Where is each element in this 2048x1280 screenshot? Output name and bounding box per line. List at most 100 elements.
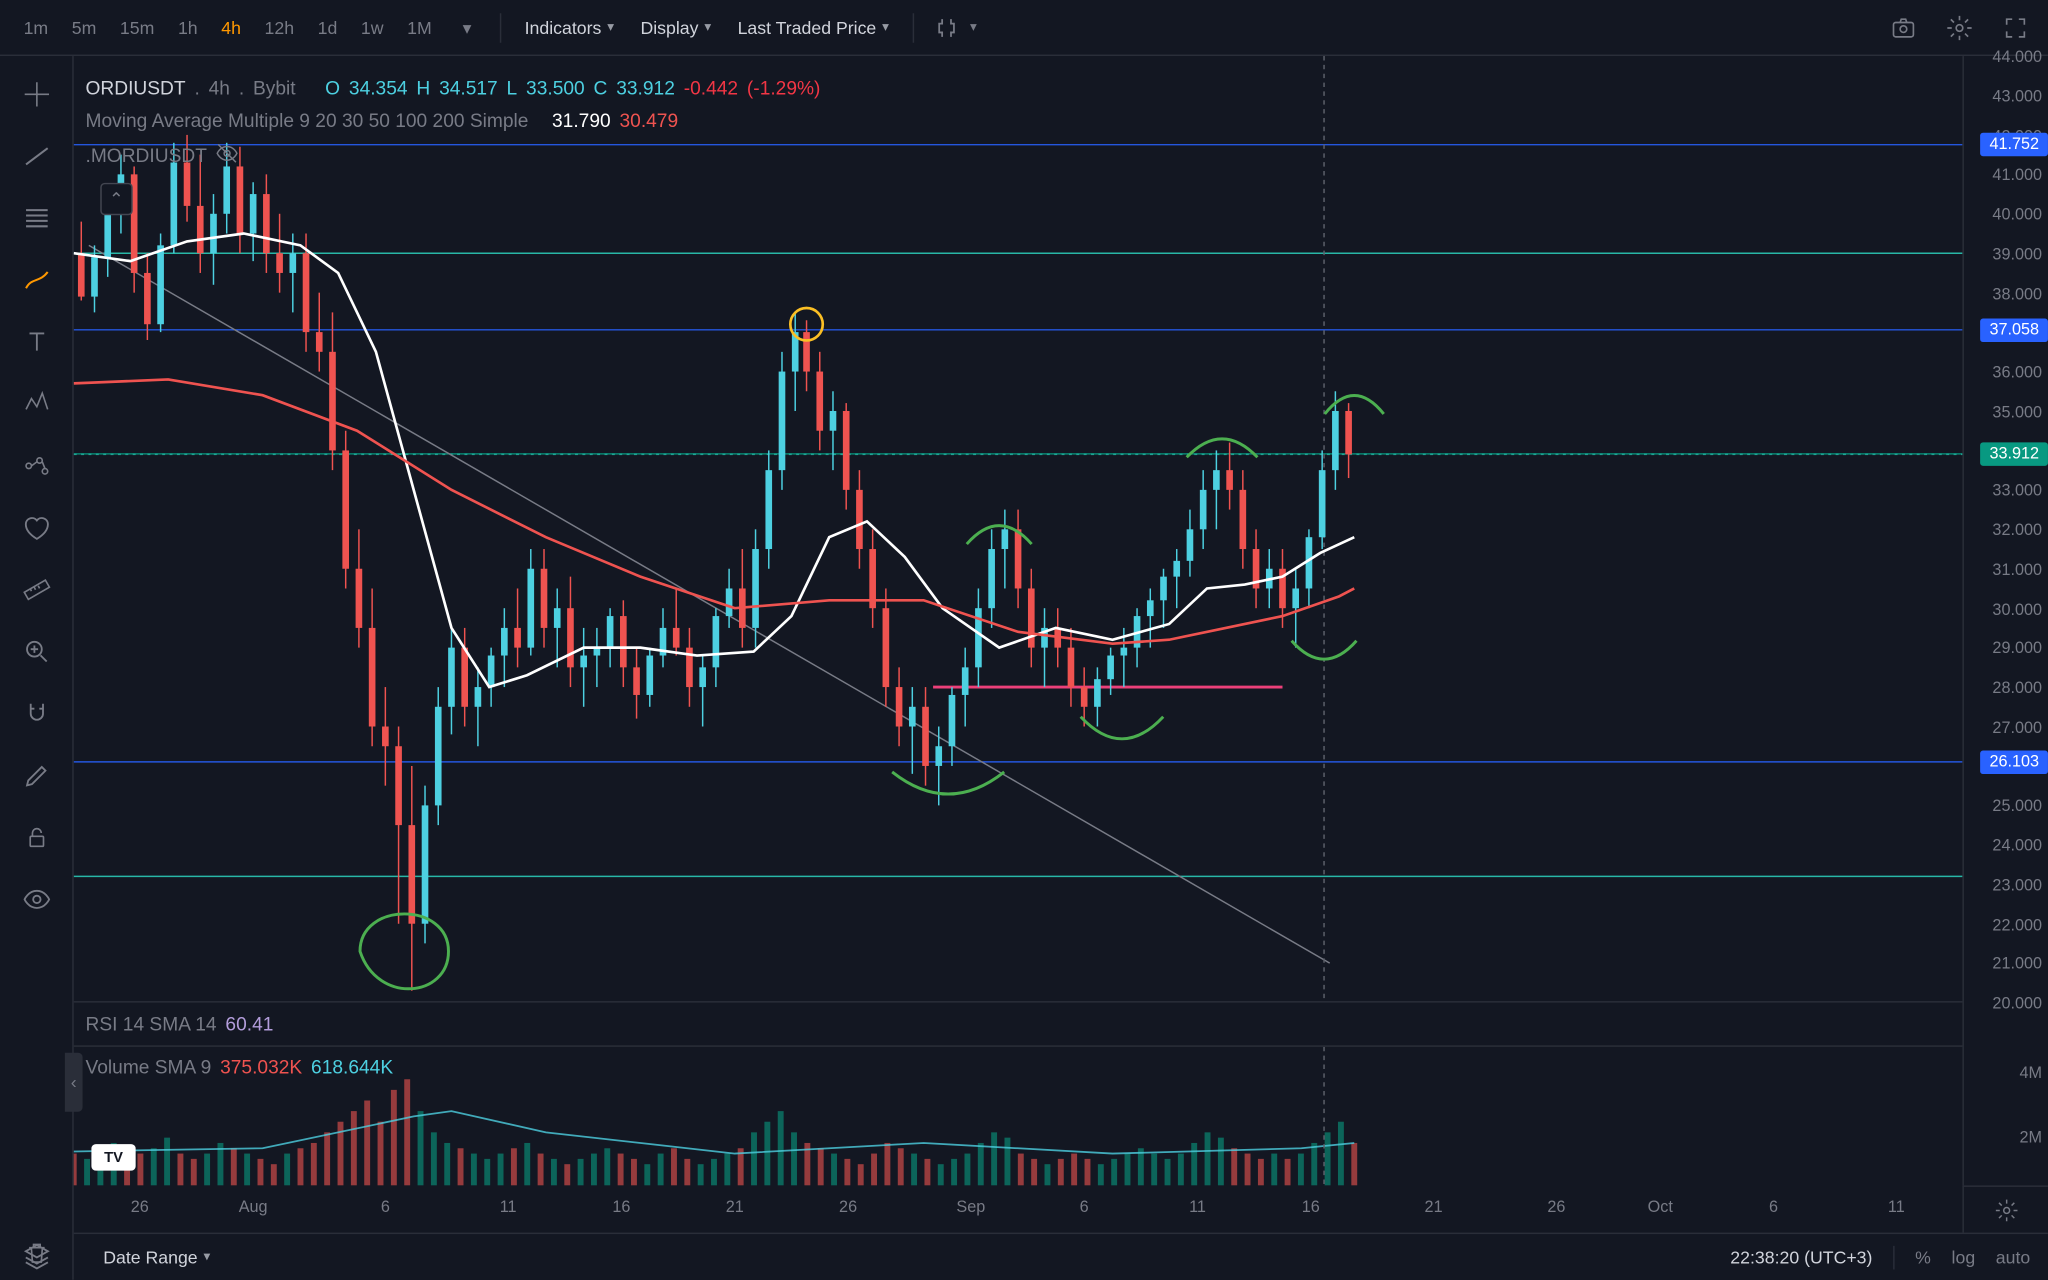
time-tick: 11: [1189, 1199, 1206, 1217]
price-tick: 35.000: [1987, 401, 2048, 425]
price-tick: 28.000: [1987, 677, 2048, 701]
pencil-tool[interactable]: [10, 749, 63, 802]
volume-tick: 2M: [2020, 1129, 2043, 1147]
date-range-dropdown[interactable]: Date Range: [91, 1238, 222, 1276]
settings-icon[interactable]: [1939, 7, 1980, 48]
ma-legend: Moving Average Multiple 9 20 30 50 100 2…: [86, 109, 679, 131]
price-tick: 33.000: [1987, 480, 2048, 504]
price-tick: 20.000: [1987, 992, 2048, 1016]
price-tick: 23.000: [1987, 874, 2048, 898]
fib-tool[interactable]: [10, 192, 63, 245]
symbol-legend: ORDIUSDT . 4h . Bybit O34.354 H34.517 L3…: [86, 77, 821, 99]
time-tick: 26: [839, 1199, 857, 1217]
layers-button[interactable]: [0, 1233, 74, 1280]
time-tick: 21: [1425, 1199, 1443, 1217]
log-button[interactable]: log: [1952, 1247, 1976, 1268]
axis-settings-button[interactable]: [1962, 1185, 2048, 1232]
favorite-tool[interactable]: [10, 501, 63, 554]
fullscreen-icon[interactable]: [1995, 7, 2036, 48]
expand-tab[interactable]: ‹: [65, 1053, 83, 1112]
price-tick: 22.000: [1987, 913, 2048, 937]
trendline-tool[interactable]: [10, 130, 63, 183]
top-toolbar: 1m5m15m1h4h12h1d1w1M ▾ Indicators Displa…: [0, 0, 2048, 56]
time-tick: Oct: [1648, 1199, 1673, 1217]
time-tick: 21: [726, 1199, 744, 1217]
camera-icon[interactable]: [1883, 7, 1924, 48]
timeframe-1w[interactable]: 1w: [349, 8, 395, 46]
ruler-tool[interactable]: [10, 563, 63, 616]
time-tick: 6: [1080, 1199, 1089, 1217]
price-tick: 40.000: [1987, 203, 2048, 227]
time-tick: 16: [612, 1199, 630, 1217]
price-tag: 37.058: [1981, 318, 2048, 342]
timeframe-15m[interactable]: 15m: [108, 8, 166, 46]
price-chart[interactable]: ORDIUSDT . 4h . Bybit O34.354 H34.517 L3…: [74, 56, 1963, 1003]
price-tick: 44.000: [1987, 46, 2048, 70]
text-tool[interactable]: [10, 316, 63, 369]
left-toolbar: [0, 56, 74, 1280]
price-tick: 25.000: [1987, 795, 2048, 819]
time-tick: Sep: [956, 1199, 985, 1217]
time-tick: 26: [1547, 1199, 1565, 1217]
time-tick: 6: [381, 1199, 390, 1217]
compare-legend: .MORDIUSDT: [86, 142, 240, 170]
separator: [500, 13, 501, 42]
rsi-panel[interactable]: RSI 14 SMA 14 60.41: [74, 1003, 1963, 1047]
symbol-label: ORDIUSDT: [86, 77, 186, 99]
rsi-legend: RSI 14 SMA 14 60.41: [86, 1013, 274, 1035]
time-tick: 6: [1769, 1199, 1778, 1217]
eye-tool[interactable]: [10, 873, 63, 926]
bottom-bar: Date Range 22:38:20 (UTC+3) % log auto: [74, 1233, 2048, 1280]
price-tick: 21.000: [1987, 953, 2048, 977]
auto-button[interactable]: auto: [1996, 1247, 2030, 1268]
time-tick: 16: [1302, 1199, 1320, 1217]
price-tick: 39.000: [1987, 243, 2048, 267]
timeframe-12h[interactable]: 12h: [253, 8, 306, 46]
volume-legend: Volume SMA 9 375.032K 618.644K: [86, 1056, 394, 1078]
price-tick: 31.000: [1987, 558, 2048, 582]
price-tick: 29.000: [1987, 637, 2048, 661]
time-tick: 11: [1888, 1199, 1905, 1217]
candle-style-icon[interactable]: [926, 7, 967, 48]
display-dropdown[interactable]: Display: [629, 8, 723, 46]
price-axis[interactable]: 20.00021.00022.00023.00024.00025.00026.0…: [1962, 56, 2048, 1185]
percent-button[interactable]: %: [1915, 1247, 1931, 1268]
volume-panel[interactable]: Volume SMA 9 375.032K 618.644K TV ‹: [74, 1047, 1963, 1186]
price-tick: 24.000: [1987, 835, 2048, 859]
brush-tool[interactable]: [10, 254, 63, 307]
price-tick: 41.000: [1987, 164, 2048, 188]
pattern-tool[interactable]: [10, 377, 63, 430]
time-tick: Aug: [239, 1199, 268, 1217]
crosshair-tool[interactable]: [10, 68, 63, 121]
forecast-tool[interactable]: [10, 439, 63, 492]
indicators-dropdown[interactable]: Indicators: [513, 8, 626, 46]
timeframe-1d[interactable]: 1d: [306, 8, 349, 46]
price-tick: 30.000: [1987, 598, 2048, 622]
last-traded-dropdown[interactable]: Last Traded Price: [726, 8, 901, 46]
price-tag: 41.752: [1981, 133, 2048, 157]
zoom-tool[interactable]: [10, 625, 63, 678]
separator: [912, 13, 913, 42]
magnet-tool[interactable]: [10, 687, 63, 740]
timeframe-1h[interactable]: 1h: [166, 8, 209, 46]
clock-label: 22:38:20 (UTC+3): [1730, 1247, 1872, 1268]
volume-tick: 4M: [2020, 1065, 2043, 1083]
lock-tool[interactable]: [10, 811, 63, 864]
price-tag: 33.912: [1981, 442, 2048, 466]
chevron-down-icon[interactable]: ▾: [446, 7, 487, 48]
price-tick: 36.000: [1987, 361, 2048, 385]
price-tick: 27.000: [1987, 716, 2048, 740]
price-tag: 26.103: [1981, 750, 2048, 774]
timeframe-1m[interactable]: 1m: [12, 8, 60, 46]
tradingview-logo: TV: [91, 1144, 135, 1171]
timeframe-4h[interactable]: 4h: [209, 8, 252, 46]
time-tick: 26: [131, 1199, 149, 1217]
collapse-legend-button[interactable]: ⌃: [100, 183, 132, 215]
timeframe-5m[interactable]: 5m: [60, 8, 108, 46]
price-tick: 32.000: [1987, 519, 2048, 543]
price-tick: 38.000: [1987, 282, 2048, 306]
timeframe-1M[interactable]: 1M: [395, 8, 443, 46]
time-axis[interactable]: 26 Aug 6 11 16 21 26 Sep 6 11 16 21 26 Oct 6 11: [74, 1185, 1963, 1232]
time-tick: 11: [500, 1199, 517, 1217]
eye-off-icon[interactable]: [216, 142, 240, 170]
